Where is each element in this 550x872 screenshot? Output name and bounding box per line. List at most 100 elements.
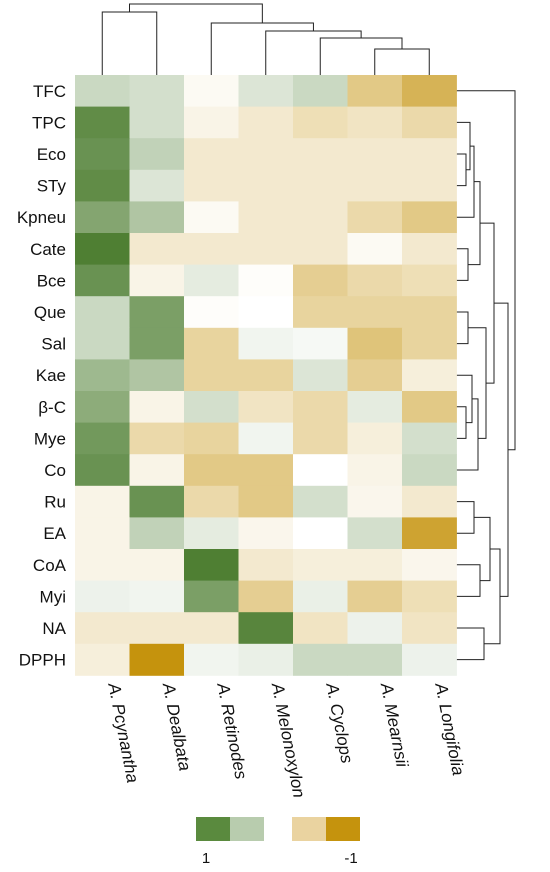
column-label-a-melonoxylon: A. Melonoxylon [268,681,309,800]
heatmap-cell-eco-a-longifolia [402,138,457,171]
heatmap-cell-c-a-retinodes [184,391,239,423]
heatmap-cell-mye-a-pcynantha [75,422,130,455]
heatmap-cell-tpc-a-longifolia [402,106,457,139]
row-label-ea: EA [43,524,66,543]
heatmap-cell-mye-a-dealbata [129,422,185,455]
column-label-a-longifolia: A. Longifolia [431,681,468,777]
row-branch [484,548,501,645]
heatmap-cell-dpph-a-longifolia [402,643,457,676]
heatmap-cell-tpc-a-retinodes [184,106,239,139]
heatmap-cell-tfc-a-cyclops [293,75,348,107]
heatmap-cell-eco-a-mearnsii [347,138,403,171]
heatmap-cell-mye-a-retinodes [184,422,239,455]
row-label-co: Co [44,461,66,480]
heatmap-cell-myi-a-melonoxylon [238,580,294,613]
heatmap-cell-na-a-longifolia [402,612,457,645]
heatmap-cell-dpph-a-melonoxylon [238,643,294,676]
heatmap-cell-que-a-pcynantha [75,296,130,329]
heatmap-cell-cate-a-retinodes [184,233,239,265]
heatmap-cell-tfc-a-mearnsii [347,75,403,107]
heatmap-cell-tfc-a-retinodes [184,75,239,107]
heatmap-cell-tpc-a-pcynantha [75,106,130,139]
heatmap-cell-myi-a-pcynantha [75,580,130,613]
heatmap-cell-ru-a-cyclops [293,485,348,518]
row-branch [456,406,467,439]
color-legend: 1 -1 [196,817,360,867]
heatmap-cell-cate-a-melonoxylon [238,233,294,265]
heatmap-cell-ru-a-melonoxylon [238,485,294,518]
heatmap-cell-coa-a-retinodes [184,549,239,581]
heatmap-cell-sal-a-longifolia [402,327,457,360]
heatmap-cell-ea-a-mearnsii [347,517,403,550]
row-label-myi: Myi [40,587,66,606]
heatmap-cell-tfc-a-dealbata [129,75,185,107]
column-branch [319,37,403,75]
column-label-a-pcynantha: A. Pcynantha [104,681,142,785]
heatmap-cell-co-a-longifolia [402,454,457,487]
row-branch [456,627,485,661]
heatmap-cell-dpph-a-mearnsii [347,643,403,676]
heatmap-cells [75,75,457,676]
heatmap-cell-na-a-retinodes [184,612,239,645]
heatmap-cell-tpc-a-dealbata [129,106,185,139]
row-label-tfc: TFC [33,82,66,101]
heatmap-cell-que-a-longifolia [402,296,457,329]
heatmap-cell-ea-a-retinodes [184,517,239,550]
heatmap-cell-cate-a-pcynantha [75,233,130,265]
heatmap-cell-cate-a-cyclops [293,233,348,265]
legend-swatch-weak-negative [292,817,326,841]
row-branch [456,153,467,187]
heatmap-cell-mye-a-longifolia [402,422,457,455]
heatmap-cell-tfc-a-pcynantha [75,75,130,107]
heatmap-cell-coa-a-pcynantha [75,549,130,581]
heatmap-cell-ru-a-pcynantha [75,485,130,518]
column-label-a-dealbata: A. Dealbata [159,681,195,773]
row-label-cate: Cate [30,240,66,259]
heatmap-cell-ea-a-dealbata [129,517,185,550]
row-branch [456,311,469,345]
heatmap-cell-na-a-mearnsii [347,612,403,645]
heatmap-cell-coa-a-longifolia [402,549,457,581]
heatmap-cell-sal-a-retinodes [184,327,239,360]
heatmap-cell-ru-a-mearnsii [347,485,403,518]
heatmap-cell-eco-a-pcynantha [75,138,130,171]
heatmap-cell-bce-a-longifolia [402,264,457,297]
row-label-na: NA [42,619,66,638]
row-branch [456,398,479,471]
row-branch [468,327,487,439]
heatmap-cell-sal-a-pcynantha [75,327,130,360]
legend-swatch-strong-negative [326,817,360,841]
heatmap-cell-kpneu-a-retinodes [184,201,239,234]
heatmap-cell-coa-a-melonoxylon [238,549,294,581]
row-label-coa: CoA [33,556,67,575]
heatmap-cell-que-a-dealbata [129,296,185,329]
heatmap-cell-na-a-dealbata [129,612,185,645]
heatmap-cell-cate-a-longifolia [402,233,457,265]
heatmap-cell-ru-a-dealbata [129,485,185,518]
heatmap-cell-c-a-melonoxylon [238,391,294,423]
heatmap-cell-eco-a-cyclops [293,138,348,171]
row-branch [474,516,491,582]
heatmap-cell-kpneu-a-pcynantha [75,201,130,234]
heatmap-cell-ru-a-retinodes [184,485,239,518]
heatmap-cell-co-a-cyclops [293,454,348,487]
legend-swatch-strong-positive [196,817,230,841]
heatmap-cell-kae-a-pcynantha [75,359,130,392]
heatmap-cell-myi-a-retinodes [184,580,239,613]
heatmap-cell-cate-a-mearnsii [347,233,403,265]
heatmap-cell-que-a-cyclops [293,296,348,329]
heatmap-cell-coa-a-dealbata [129,549,185,581]
heatmap-cell-c-a-longifolia [402,391,457,423]
heatmap-cell-bce-a-mearnsii [347,264,403,297]
heatmap-cell-mye-a-mearnsii [347,422,403,455]
heatmap-cell-ru-a-longifolia [402,485,457,518]
row-branch [480,222,495,384]
row-branch [456,374,473,424]
row-label-bce: Bce [37,271,66,290]
heatmap-cell-que-a-melonoxylon [238,296,294,329]
heatmap-cell-sty-a-pcynantha [75,169,130,202]
row-branch [456,145,475,218]
heatmap-cell-dpph-a-dealbata [129,643,185,676]
heatmap-cell-tpc-a-mearnsii [347,106,403,139]
heatmap-cell-mye-a-cyclops [293,422,348,455]
